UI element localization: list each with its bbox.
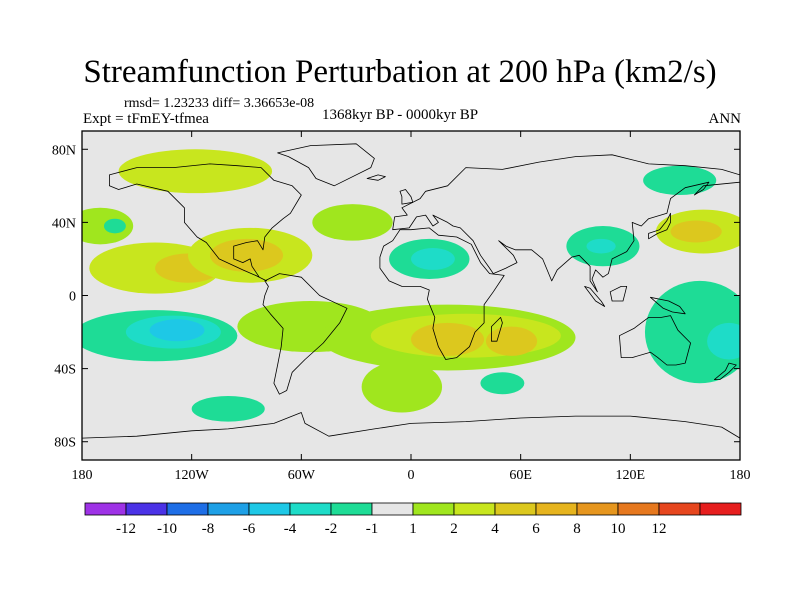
colorbar-swatch [84,502,127,516]
colorbar-swatch [412,502,455,516]
colorbar-label: 2 [450,521,458,537]
colorbar-swatch [699,502,742,516]
anomaly-tibet-core [586,238,616,254]
colorbar-label: -4 [284,521,297,537]
anomaly-west-pacific-core [707,322,740,360]
coastline-great-britain [399,189,414,205]
y-tick-label: 80N [52,143,76,158]
figure-title: Streamfunction Perturbation at 200 hPa (… [83,54,717,90]
anomaly-south-africa-core [411,322,485,356]
y-tick-label: 0 [69,290,76,305]
coastline-borneo [609,285,628,302]
colorbar-label: -10 [157,521,177,537]
anomaly-southern-ocean-positive [361,361,443,413]
anomaly-caribbean-core [209,238,284,272]
period-label: 1368kyr BP - 0000kyr BP [321,107,479,123]
anomaly-canada-positive [118,149,273,194]
y-tick-label: 80S [54,436,76,451]
x-tick-label: 180 [72,468,93,483]
colorbar-swatch [207,502,250,516]
x-tick-label: 60E [509,468,532,483]
colorbar-label: -6 [243,521,256,537]
coastline-eurasia [392,154,740,293]
y-tick-label: 40N [52,216,76,231]
coastline-sumatra [584,285,606,307]
colorbar-swatch [371,502,414,516]
colorbar-swatch [289,502,332,516]
colorbar-swatch [125,502,168,516]
colorbar-swatch [166,502,209,516]
colorbar-label: 8 [573,521,581,537]
colorbar-swatch [494,502,537,516]
x-tick-label: 120W [175,468,210,483]
anomaly-north-atlantic-negative [103,218,126,234]
colorbar-label: 6 [532,521,540,537]
colorbar-label: 4 [491,521,499,537]
y-tick-label: 40S [54,363,76,378]
colorbar-swatch [617,502,660,516]
anomaly-south-pacific-core [149,319,205,342]
colorbar-label: 12 [652,521,667,537]
anomaly-west-pacific-negative [644,280,740,384]
anomaly-southern-indian-negative [480,372,525,395]
anomaly-south-ocean-pacific-negative [191,396,265,422]
colorbar-swatch [248,502,291,516]
coastline-new-zealand [714,362,737,381]
x-tick-label: 0 [408,468,415,483]
statistics-label: rmsd= 1.23233 diff= 3.36653e-08 [124,96,315,111]
axis-ticks: 180 120W 60W 0 60E 120E 180 80N 40N 0 40S 80S [52,131,751,483]
colorbar-label: -1 [366,521,379,537]
coastline-madagascar [490,316,503,342]
anomaly-layer [82,149,740,422]
coastline-japan [648,212,671,240]
colorbar-label: 1 [409,521,417,537]
coastline-greenland [277,143,375,187]
anomaly-west-africa-positive [312,204,393,241]
anomaly-nw-pacific-core [670,220,722,243]
colorbar-label: -8 [202,521,215,537]
colorbar-swatch [330,502,373,516]
colorbar-swatch [658,502,701,516]
coastline-australia [619,315,691,366]
colorbar: -12 -10 -8 -6 -4 -2 -1 1 2 4 6 8 10 12 [84,502,742,537]
colorbar-swatch [535,502,578,516]
colorbar-swatch [453,502,496,516]
season-label: ANN [708,111,742,127]
coastline-north-america [109,163,302,282]
colorbar-label: 10 [611,521,626,537]
coastline-antarctica [82,412,740,439]
experiment-label: Expt = tFmEY-tfmea [83,111,209,127]
colorbar-label: -2 [325,521,338,537]
coastline-south-america [262,273,348,395]
anomaly-siberia-negative [643,165,717,195]
x-tick-label: 120E [616,468,646,483]
colorbar-swatch [576,502,619,516]
coastline-new-guinea [650,296,686,315]
coastline-africa [379,227,505,360]
coastline-iceland [366,174,386,181]
coastline-layer [82,143,740,439]
colorbar-label: -12 [116,521,136,537]
anomaly-sahara-core [411,247,455,270]
x-tick-label: 60W [288,468,316,483]
x-tick-label: 180 [730,468,751,483]
